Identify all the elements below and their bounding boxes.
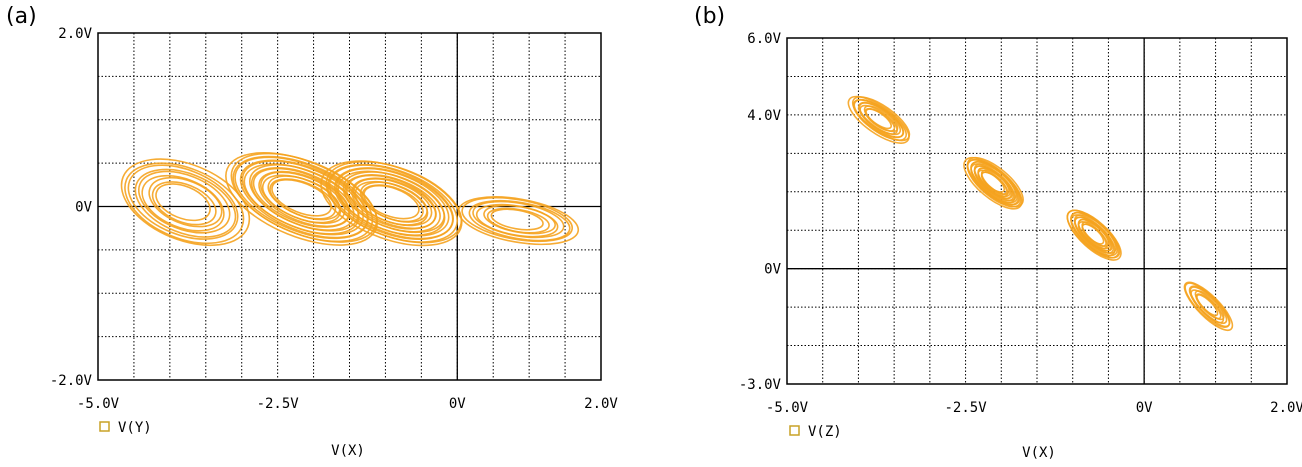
attractor-lobe-1	[120, 158, 251, 247]
trajectory-loop	[320, 160, 463, 247]
panel-a-label: (a)	[6, 4, 37, 29]
y-tick-label: 0V	[764, 262, 781, 278]
panel-a-grid	[98, 33, 601, 380]
panel-b-grid	[787, 38, 1287, 384]
panel-a-tick-labels: -5.0V -2.5V 0V 2.0V -2.0V 0V 2.0V	[50, 26, 619, 412]
trajectory-loop	[271, 179, 332, 217]
attractor-lobe-1	[847, 95, 911, 144]
trajectory-loop	[127, 164, 239, 240]
trajectory-loop	[1066, 209, 1122, 261]
panel-a-plot-frame	[97, 32, 602, 381]
panel-a: (a) -5.0V -2.5V 0V 2.0V -2.0V 0V 2.0V V(Y) V(X…	[6, 4, 618, 459]
trajectory-loop	[151, 181, 217, 226]
trajectory-loop	[1183, 281, 1234, 332]
y-tick-label: 2.0V	[58, 26, 92, 42]
trajectory-loop	[847, 95, 910, 144]
attractor-lobe-4	[1183, 281, 1234, 332]
x-tick-label: -2.5V	[257, 396, 300, 412]
panel-b-tick-labels: -5.0V -2.5V 0V 2.0V -3.0V 0V 4.0V 6.0V	[739, 31, 1302, 416]
trajectory-loop	[260, 171, 346, 225]
panel-b-label: (b)	[694, 4, 725, 29]
trajectory-loop	[472, 200, 565, 239]
trajectory-loop	[966, 159, 1022, 208]
x-tick-label: -2.5V	[944, 400, 987, 416]
trajectory-loop	[335, 167, 450, 237]
panel-b-legend-marker	[789, 425, 800, 436]
panel-b-x-axis-title: V(X)	[1022, 445, 1056, 461]
attractor-lobe-4	[457, 196, 580, 246]
trajectory-loop	[345, 174, 437, 230]
y-tick-label: 6.0V	[747, 31, 781, 47]
trajectory-loop	[1184, 282, 1231, 328]
trajectory-loop	[490, 208, 544, 231]
x-tick-label: 2.0V	[584, 396, 618, 412]
trajectory-loop	[457, 196, 580, 246]
trajectory-loop	[468, 199, 571, 242]
panel-b-plot-frame	[786, 37, 1288, 385]
trajectory-loop	[137, 170, 231, 234]
y-tick-label: 4.0V	[747, 108, 781, 124]
attractor-lobe-3	[1066, 209, 1122, 261]
panel-b: (b) -5.0V -2.5V 0V 2.0V -3.0V 0V 4.0V 6.0V V(Z)…	[694, 4, 1302, 461]
trajectory-loop	[363, 184, 420, 220]
panel-b-legend-label: V(Z)	[808, 424, 842, 440]
x-tick-label: -5.0V	[766, 400, 809, 416]
trajectory-loop	[141, 174, 225, 232]
trajectory-loop	[155, 183, 211, 222]
y-tick-label: 0V	[75, 200, 92, 216]
panel-a-legend-label: V(Y)	[118, 420, 152, 436]
panel-a-x-axis-title: V(X)	[331, 443, 365, 459]
x-tick-label: 0V	[449, 396, 466, 412]
x-tick-label: -5.0V	[77, 396, 120, 412]
attractor-lobe-3	[320, 160, 463, 247]
panel-b-trace	[847, 95, 1234, 332]
trajectory-loop	[352, 178, 433, 227]
y-tick-label: -2.0V	[50, 373, 93, 389]
trajectory-loop	[124, 162, 245, 245]
panel-a-legend-marker	[99, 421, 110, 432]
trajectory-loop	[1188, 285, 1231, 328]
x-tick-label: 0V	[1136, 400, 1153, 416]
y-tick-label: -3.0V	[739, 377, 782, 393]
x-tick-label: 2.0V	[1270, 400, 1302, 416]
trajectory-loop	[461, 196, 574, 243]
trajectory-loop	[328, 164, 455, 240]
attractor-lobe-2	[963, 156, 1024, 210]
trajectory-loop	[966, 156, 1024, 208]
trajectory-loop	[134, 168, 237, 238]
trajectory-loop	[963, 156, 1023, 210]
trajectory-loop	[120, 158, 251, 247]
panel-a-trace	[120, 152, 580, 247]
